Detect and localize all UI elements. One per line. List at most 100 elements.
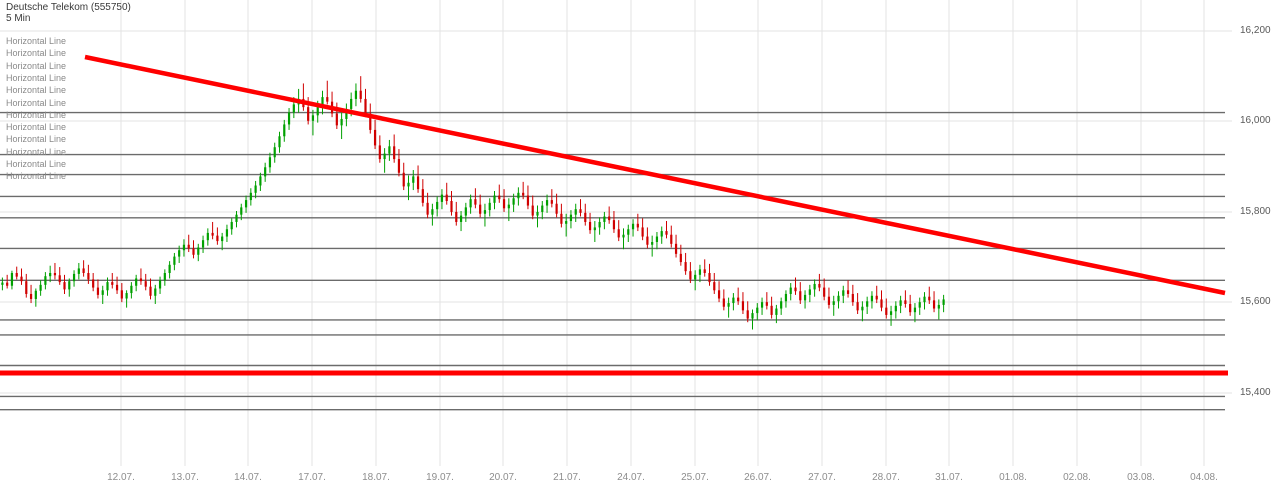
candle-body xyxy=(928,296,931,301)
horizontal-line-label[interactable]: Horizontal Line xyxy=(6,109,67,120)
candle-body xyxy=(72,273,76,282)
trendline-overlay[interactable] xyxy=(84,54,1226,296)
candle-body xyxy=(436,201,439,210)
candle-body xyxy=(111,282,114,285)
candle-body xyxy=(560,213,563,224)
horizontal-line-label[interactable]: Horizontal Line xyxy=(6,48,67,59)
candle-body xyxy=(58,275,61,283)
candle-body xyxy=(345,108,348,119)
horizontal-line-label[interactable]: Horizontal Line xyxy=(6,97,67,108)
horizontal-line-label[interactable]: Horizontal Line xyxy=(6,134,67,145)
candle-body xyxy=(889,311,893,315)
candle-body xyxy=(732,297,735,304)
candle-body xyxy=(373,129,377,146)
candle-body xyxy=(259,176,262,186)
candle-body xyxy=(307,107,310,121)
candle-body xyxy=(502,199,506,209)
drawn-horizontal-lines xyxy=(0,111,1225,411)
candle-body xyxy=(780,301,783,309)
candle-body xyxy=(383,153,386,160)
candle-body xyxy=(584,212,587,222)
candle-body xyxy=(158,280,162,289)
candle-body xyxy=(278,136,281,148)
price-axis-label: 16,200 xyxy=(1240,25,1271,36)
candle-body xyxy=(646,236,649,245)
candle-body xyxy=(569,214,573,222)
candle-body xyxy=(823,287,826,297)
candle-body xyxy=(904,300,907,304)
candle-body xyxy=(244,200,248,208)
candle-body xyxy=(827,296,831,305)
candle-body xyxy=(813,283,816,290)
horizontal-line-label[interactable]: Horizontal Line xyxy=(6,85,67,96)
candle-body xyxy=(722,298,725,307)
candle-body xyxy=(536,211,539,216)
candle-body xyxy=(378,145,381,160)
candle-body xyxy=(292,104,295,113)
candle-body xyxy=(703,269,706,273)
candle-body xyxy=(741,301,745,311)
candle-body xyxy=(63,282,66,290)
candle-body xyxy=(655,236,659,243)
horizontal-line-label[interactable]: Horizontal Line xyxy=(6,146,67,157)
candle-body xyxy=(240,207,243,215)
horizontal-line-label[interactable]: Horizontal Line xyxy=(6,159,67,169)
candle-body xyxy=(932,300,936,309)
horizontal-line-label[interactable]: Horizontal Line xyxy=(6,36,67,46)
candle-body xyxy=(698,269,702,275)
candle-body xyxy=(679,253,682,263)
candle-body xyxy=(115,284,119,291)
price-axis-label: 15,800 xyxy=(1240,206,1271,217)
candle-body xyxy=(603,216,606,222)
date-axis-label: 21.07. xyxy=(553,472,581,483)
candle-body xyxy=(125,293,128,299)
date-axis-label: 31.07. xyxy=(935,472,963,483)
candle-body xyxy=(440,194,444,202)
candle-body xyxy=(211,232,214,236)
horizontal-line-label[interactable]: Horizontal Line xyxy=(6,122,67,133)
candle-body xyxy=(636,223,639,228)
date-axis-label: 01.08. xyxy=(999,472,1027,483)
horizontal-line-label[interactable]: Horizontal Line xyxy=(6,72,67,83)
candle-body xyxy=(273,147,276,158)
date-axis-label: 19.07. xyxy=(426,472,454,483)
candle-body xyxy=(450,201,453,212)
date-axis-label: 25.07. xyxy=(681,472,709,483)
candle-body xyxy=(49,272,52,277)
candle-body xyxy=(837,295,840,302)
candle-body xyxy=(230,221,233,230)
candle-body xyxy=(469,199,472,208)
candle-body xyxy=(197,247,200,255)
candle-body xyxy=(77,268,80,274)
candle-body xyxy=(851,293,854,303)
candle-body xyxy=(512,198,515,205)
candle-body xyxy=(287,112,291,125)
candle-body xyxy=(130,285,133,294)
candle-body xyxy=(268,157,272,168)
candle-body xyxy=(617,229,620,238)
horizontal-line-label[interactable]: Horizontal Line xyxy=(6,60,67,71)
candle-body xyxy=(517,192,520,199)
candle-body xyxy=(397,159,401,173)
candle-body xyxy=(479,204,482,214)
candle-body xyxy=(612,220,616,230)
date-axis-label: 20.07. xyxy=(489,472,517,483)
candle-body xyxy=(660,231,663,237)
price-axis-label: 16,000 xyxy=(1240,115,1271,126)
horizontal-line-label[interactable]: Horizontal Line xyxy=(6,171,67,182)
candle-body xyxy=(216,235,219,242)
candle-body xyxy=(474,199,477,205)
candle-body xyxy=(350,98,353,109)
candle-body xyxy=(264,167,267,177)
candle-body xyxy=(794,287,797,292)
candle-body xyxy=(627,229,630,235)
candle-body xyxy=(163,272,166,281)
candle-body xyxy=(326,97,329,102)
candle-body xyxy=(139,278,143,282)
candle-body xyxy=(775,308,778,315)
candle-body xyxy=(541,205,544,212)
candle-body xyxy=(670,234,673,244)
instrument-title: Deutsche Telekom (555750) xyxy=(6,2,131,13)
